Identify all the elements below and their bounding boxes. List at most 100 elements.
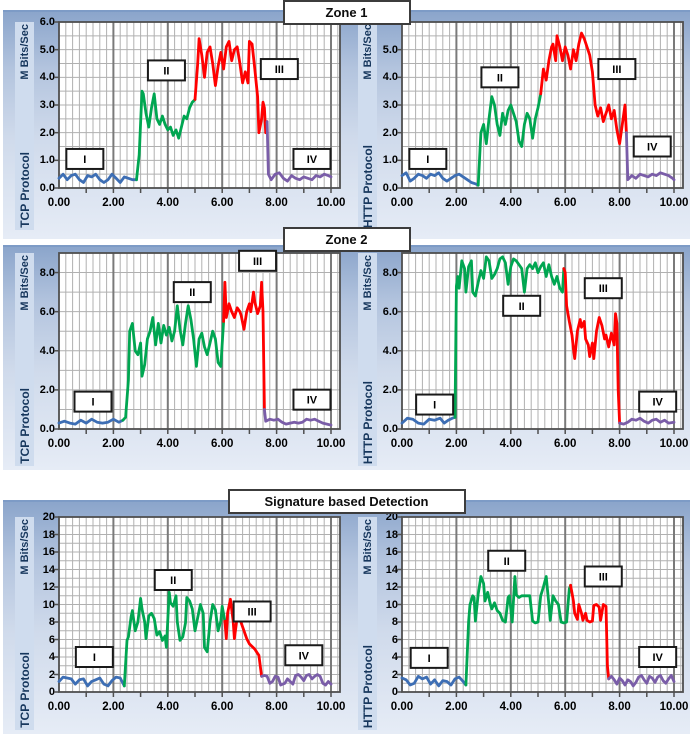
svg-text:III: III: [248, 607, 257, 619]
region-label-II: II: [487, 549, 527, 572]
x-tick-label: 10.00: [316, 438, 346, 450]
x-tick-label: 2.00: [445, 197, 468, 209]
svg-text:IV: IV: [307, 154, 318, 166]
region-label-IV: IV: [632, 135, 672, 158]
series-phase-II: [122, 590, 227, 688]
y-tick-label: 4.0: [382, 71, 398, 84]
panel-signature-based-detection: M Bits/Sec TCP Protocol 20 18 16 14 12 10 8 6 4 2 0 I…: [3, 500, 690, 734]
svg-text:II: II: [170, 575, 176, 587]
plot-border: [58, 252, 341, 430]
axis-ticks: [397, 271, 675, 434]
gridlines: [402, 253, 683, 429]
x-tick-label: 2.00: [445, 438, 468, 450]
traffic-series: [400, 31, 676, 187]
y-tick-label: 16: [42, 546, 55, 558]
y-tick-label: 6: [48, 633, 55, 646]
traffic-series: [400, 255, 676, 426]
x-tick-label: 4.00: [499, 438, 522, 450]
x-tick-label: 8.00: [608, 197, 631, 209]
series-phase-I: [57, 172, 138, 184]
region-label-I: I: [73, 390, 113, 413]
x-tick-label: 0.00: [47, 438, 71, 450]
x-tick-label: 8.00: [265, 438, 288, 450]
svg-text:I: I: [428, 653, 431, 665]
chart-zone-2-http-protocol: M Bits/Sec HTTP Protocol 8.0 6.0 4.0 2.0 0.0 I I…: [346, 247, 690, 470]
axis-label-strip: M Bits/Sec HTTP Protocol: [358, 517, 377, 730]
y-tick-label: 18: [42, 528, 55, 541]
svg-text:II: II: [497, 72, 503, 84]
y-tick-label: 10: [42, 598, 55, 611]
y-tick-label: 2.0: [39, 383, 55, 396]
x-tick-label: 10.00: [659, 701, 689, 713]
region-label-III: III: [597, 58, 637, 81]
y-tick-label: 0: [391, 686, 398, 698]
panel-zone-2: M Bits/Sec TCP Protocol 8.0 6.0 4.0 2.0 0.0 I II…: [3, 245, 690, 470]
x-tick-label: 10.00: [316, 197, 346, 209]
panel-title-box-zone-1: Zone 1: [282, 0, 411, 25]
region-label-II: II: [153, 569, 193, 591]
y-tick-label: 1.0: [39, 154, 55, 167]
region-label-III: III: [259, 58, 299, 81]
svg-text:I: I: [433, 400, 436, 412]
series-phase-III: [222, 280, 266, 411]
y-tick-label: 4.0: [382, 344, 398, 357]
svg-text:II: II: [163, 65, 169, 77]
y-tick-label: 3.0: [39, 99, 55, 111]
series-phase-III: [193, 37, 269, 135]
region-label-IV: IV: [292, 147, 332, 170]
svg-text:III: III: [599, 283, 608, 295]
panel-title-box-zone-2: Zone 2: [282, 227, 411, 252]
region-label-IV: IV: [638, 646, 678, 668]
svg-text:III: III: [275, 64, 284, 76]
series-phase-II: [135, 89, 197, 182]
region-label-I: I: [408, 147, 448, 170]
series-phase-III: [539, 31, 628, 146]
y-axis-tick-labels: 8.0 6.0 4.0 2.0 0.0: [29, 253, 55, 435]
svg-text:IV: IV: [652, 652, 663, 664]
x-tick-label: 6.00: [553, 197, 577, 209]
y-tick-label: 8.0: [39, 266, 55, 279]
series-phase-II: [476, 92, 543, 187]
y-tick-label: 0.0: [39, 423, 55, 435]
axis-label-strip: M Bits/Sec TCP Protocol: [15, 22, 34, 230]
series-phase-I: [400, 674, 468, 688]
region-label-I: I: [409, 646, 449, 669]
y-tick-label: 14: [42, 563, 55, 576]
y-tick-label: 5.0: [39, 43, 55, 56]
chart-signature-based-detection-http-protocol: M Bits/Sec HTTP Protocol 20 18 16 14 12 10 8 6 4 2 0…: [346, 502, 690, 734]
x-tick-label: 2.00: [102, 197, 125, 209]
x-axis-tick-labels: 0.00 2.00 4.00 6.00 8.00 10.00: [48, 197, 346, 213]
region-label-II: II: [172, 281, 212, 304]
panel-title-zone-2: Zone 2: [325, 232, 368, 247]
region-label-III: III: [232, 600, 272, 623]
x-tick-label: 8.00: [265, 197, 288, 209]
gridlines: [402, 22, 683, 188]
series-phase-IV: [607, 673, 676, 688]
region-label-III: III: [583, 565, 623, 588]
x-axis-tick-labels: 0.00 2.00 4.00 6.00 8.00 10.00: [391, 197, 689, 213]
region-label-III: III: [238, 249, 278, 272]
chart-signature-based-detection-tcp-protocol: M Bits/Sec TCP Protocol 20 18 16 14 12 10 8 6 4 2 0 I…: [3, 502, 346, 734]
y-tick-label: 0: [48, 686, 55, 698]
region-label-II: II: [480, 66, 520, 89]
series-phase-III: [223, 597, 264, 678]
x-axis-tick-labels: 0.00 2.00 4.00 6.00 8.00 10.00: [391, 701, 689, 717]
y-tick-label: 14: [385, 563, 398, 576]
axis-label-strip: M Bits/Sec TCP Protocol: [15, 253, 34, 466]
x-tick-label: 10.00: [316, 701, 346, 713]
panel-title-zone-1: Zone 1: [325, 5, 368, 20]
x-tick-label: 6.00: [210, 197, 234, 209]
svg-text:IV: IV: [652, 397, 663, 409]
series-phase-IV: [265, 120, 333, 183]
series-phase-IV: [260, 673, 333, 687]
y-axis-tick-labels: 20 18 16 14 12 10 8 6 4 2 0: [29, 511, 55, 698]
y-tick-label: 5.0: [382, 43, 398, 56]
y-tick-label: 2.0: [382, 126, 398, 139]
